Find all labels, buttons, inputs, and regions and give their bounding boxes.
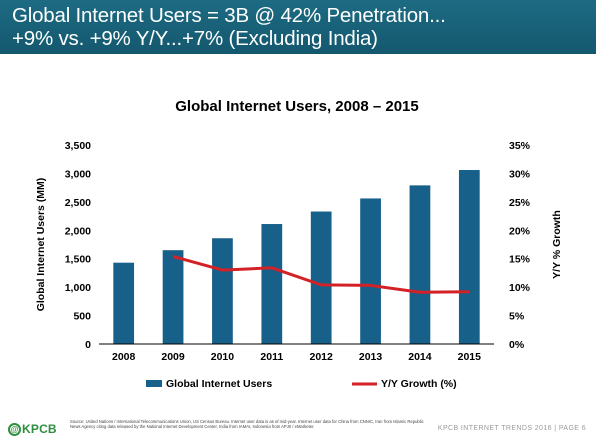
kpcb-logo: @ KPCB (8, 421, 68, 437)
y-axis-label: Global Internet Users (MM) (35, 178, 47, 312)
y-tick-label: 1,000 (65, 282, 91, 294)
legend-swatch-bars (146, 380, 162, 387)
x-tick-label: 2013 (359, 351, 383, 363)
bar (212, 238, 233, 344)
y2-tick-label: 25% (509, 197, 531, 209)
at-sign-icon: @ (8, 422, 21, 436)
y2-tick-label: 10% (509, 282, 531, 294)
y2-tick-label: 15% (509, 254, 531, 266)
y2-tick-label: 20% (509, 225, 531, 237)
bar (162, 250, 184, 344)
logo-text: KPCB (22, 422, 57, 436)
x-tick-label: 2010 (211, 351, 235, 363)
y2-tick-label: 5% (509, 311, 525, 323)
x-tick-label: 2012 (310, 351, 334, 363)
y2-tick-label: 35% (509, 140, 531, 152)
chart-title: Global Internet Users, 2008 – 2015 (175, 98, 418, 115)
legend-label-bars: Global Internet Users (166, 378, 272, 390)
users-chart: Global Internet Users, 2008 – 2015 0 500 1… (35, 98, 563, 390)
bar (409, 185, 431, 344)
y2-tick-label: 30% (509, 168, 531, 180)
bar (360, 198, 381, 344)
page-title-line-1: Global Internet Users = 3B @ 42% Penetra… (12, 4, 446, 27)
page-title-line-2: +9% vs. +9% Y/Y...+7% (Excluding India) (12, 27, 378, 50)
y-tick-label: 2,500 (65, 197, 91, 209)
y-tick-label: 0 (85, 339, 91, 351)
x-tick-label: 2011 (260, 351, 283, 363)
bar (310, 211, 332, 344)
y2-axis-label: Y/Y % Growth (551, 210, 563, 279)
y-tick-label: 2,000 (65, 225, 91, 237)
bar (458, 170, 480, 344)
x-tick-label: 2015 (458, 351, 482, 363)
y-tick-label: 500 (73, 311, 91, 323)
footer-page-label: KPCB INTERNET TRENDS 2016 | PAGE 6 (437, 425, 586, 432)
legend-label-line: Y/Y Growth (%) (381, 378, 457, 390)
y-tick-label: 1,500 (65, 254, 91, 266)
bar (113, 262, 135, 344)
growth-line (172, 254, 470, 294)
source-note: Source: United Nations / International T… (70, 419, 424, 430)
y-tick-label: 3,500 (65, 140, 91, 152)
y2-tick-label: 0% (509, 339, 525, 351)
title-banner: Global Internet Users = 3B @ 42% Penetra… (0, 0, 596, 54)
y-tick-label: 3,000 (65, 168, 91, 180)
x-tick-label: 2009 (161, 351, 185, 363)
x-tick-label: 2008 (112, 351, 136, 363)
plot-area: 0 500 1,000 1,500 2,000 2,500 3,000 3,500 0% 5% 10… (35, 140, 563, 390)
bar (261, 224, 283, 344)
x-tick-label: 2014 (408, 351, 432, 363)
